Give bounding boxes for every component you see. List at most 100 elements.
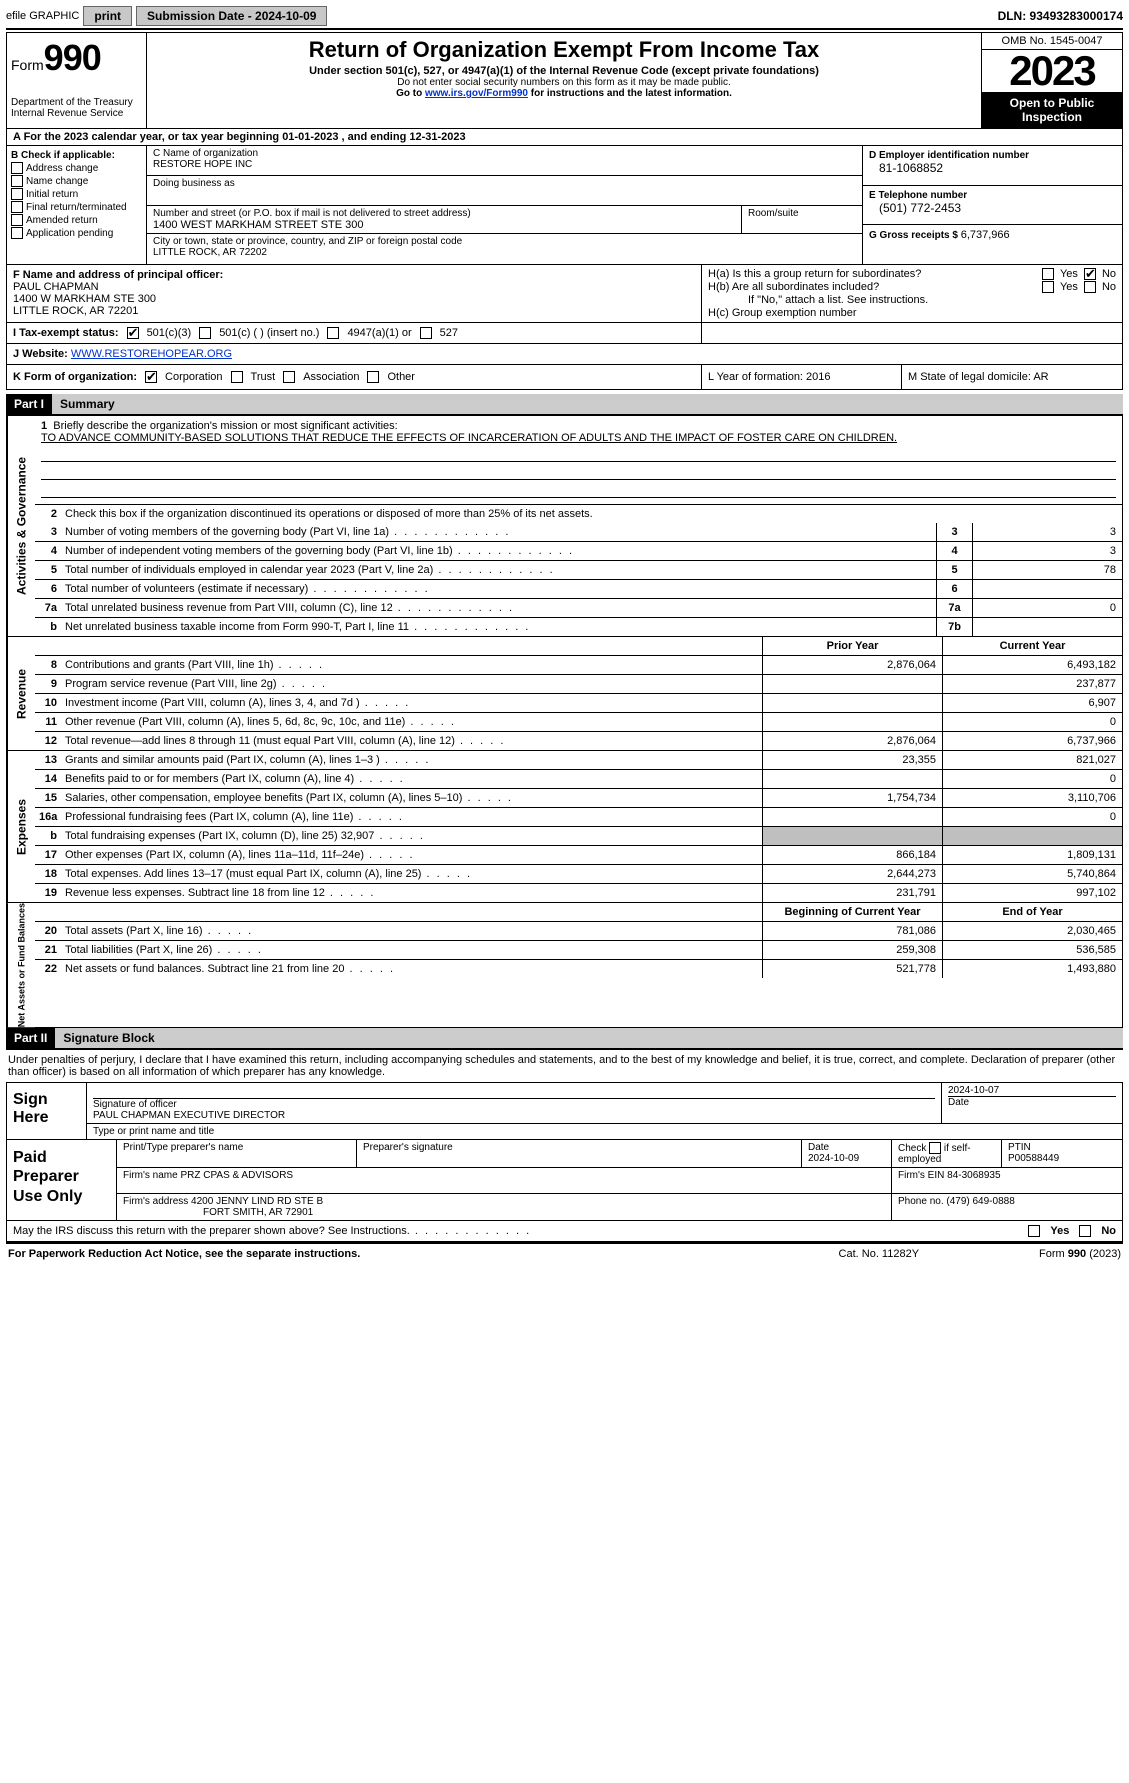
4947-checkbox[interactable] xyxy=(327,327,339,339)
current-value: 5,740,864 xyxy=(942,865,1122,883)
officer-name: PAUL CHAPMAN xyxy=(13,281,695,293)
netassets-line: 20Total assets (Part X, line 16)781,0862… xyxy=(35,922,1122,941)
row-klm: K Form of organization: Corporation Trus… xyxy=(6,365,1123,390)
revenue-vert-label: Revenue xyxy=(7,637,35,750)
sign-date: 2024-10-07 xyxy=(948,1085,1116,1096)
expense-line: 18Total expenses. Add lines 13–17 (must … xyxy=(35,865,1122,884)
website-label: J Website: xyxy=(13,348,71,360)
line-value xyxy=(972,580,1122,598)
corporation-checkbox[interactable] xyxy=(145,371,157,383)
current-value: 997,102 xyxy=(942,884,1122,902)
paperwork-notice: For Paperwork Reduction Act Notice, see … xyxy=(8,1248,839,1260)
paid-preparer-block: Paid Preparer Use Only Print/Type prepar… xyxy=(6,1140,1123,1221)
summary-line: bNet unrelated business taxable income f… xyxy=(35,618,1122,636)
line-desc: Total assets (Part X, line 16) xyxy=(61,922,762,940)
telephone-label: E Telephone number xyxy=(869,190,1116,201)
sign-here-block: Sign Here Signature of officer PAUL CHAP… xyxy=(6,1082,1123,1140)
ha-no-checkbox[interactable] xyxy=(1084,268,1096,280)
netassets-line: 22Net assets or fund balances. Subtract … xyxy=(35,960,1122,978)
part1-header-row: Part I Summary xyxy=(6,394,1123,414)
summary-line: 5Total number of individuals employed in… xyxy=(35,561,1122,580)
part1-label: Part I xyxy=(6,394,52,414)
section-b: B Check if applicable: Address changeNam… xyxy=(7,146,147,264)
expense-line: 14Benefits paid to or for members (Part … xyxy=(35,770,1122,789)
q2-text: Check this box if the organization disco… xyxy=(65,508,593,520)
prior-value: 259,308 xyxy=(762,941,942,959)
current-value: 536,585 xyxy=(942,941,1122,959)
applicable-checkbox[interactable] xyxy=(11,188,23,200)
expense-line: 19Revenue less expenses. Subtract line 1… xyxy=(35,884,1122,902)
hb-label: H(b) Are all subordinates included? xyxy=(708,281,879,293)
applicable-checkbox[interactable] xyxy=(11,227,23,239)
current-value: 6,737,966 xyxy=(942,732,1122,750)
hb-note: If "No," attach a list. See instructions… xyxy=(748,294,928,306)
revenue-line: 11Other revenue (Part VIII, column (A), … xyxy=(35,713,1122,732)
tax-year: 2023 xyxy=(982,50,1122,92)
summary-line: 6Total number of volunteers (estimate if… xyxy=(35,580,1122,599)
paid-preparer-label: Paid Preparer Use Only xyxy=(7,1140,117,1220)
prior-value: 781,086 xyxy=(762,922,942,940)
firm-name: PRZ CPAS & ADVISORS xyxy=(180,1170,293,1181)
current-value: 2,030,465 xyxy=(942,922,1122,940)
line-desc: Total revenue—add lines 8 through 11 (mu… xyxy=(61,732,762,750)
discuss-yes-checkbox[interactable] xyxy=(1028,1225,1040,1237)
firm-ein: 84-3068935 xyxy=(947,1170,1000,1181)
hb-yes-checkbox[interactable] xyxy=(1042,281,1054,293)
line-desc: Total number of volunteers (estimate if … xyxy=(61,580,936,598)
trust-checkbox[interactable] xyxy=(231,371,243,383)
applicable-checkbox[interactable] xyxy=(11,214,23,226)
print-button[interactable]: print xyxy=(83,6,132,26)
line-desc: Net assets or fund balances. Subtract li… xyxy=(61,960,762,978)
checkbox-label: Amended return xyxy=(26,215,98,226)
expenses-section: Expenses 13Grants and similar amounts pa… xyxy=(6,751,1123,903)
checkbox-line: Amended return xyxy=(11,214,142,226)
section-b-label: B Check if applicable: xyxy=(11,150,142,161)
association-checkbox[interactable] xyxy=(283,371,295,383)
prior-value: 2,644,273 xyxy=(762,865,942,883)
line-desc: Salaries, other compensation, employee b… xyxy=(61,789,762,807)
line-desc: Other expenses (Part IX, column (A), lin… xyxy=(61,846,762,864)
ha-yes-checkbox[interactable] xyxy=(1042,268,1054,280)
section-c: C Name of organization RESTORE HOPE INC … xyxy=(147,146,862,264)
other-checkbox[interactable] xyxy=(367,371,379,383)
firm-addr2: FORT SMITH, AR 72901 xyxy=(123,1207,313,1218)
current-value: 821,027 xyxy=(942,751,1122,769)
hb-no-checkbox[interactable] xyxy=(1084,281,1096,293)
summary-line: 3Number of voting members of the governi… xyxy=(35,523,1122,542)
expense-line: 16aProfessional fundraising fees (Part I… xyxy=(35,808,1122,827)
firm-name-label: Firm's name xyxy=(123,1170,180,1181)
line-desc: Contributions and grants (Part VIII, lin… xyxy=(61,656,762,674)
applicable-checkbox[interactable] xyxy=(11,162,23,174)
current-value: 1,809,131 xyxy=(942,846,1122,864)
website-link[interactable]: WWW.RESTOREHOPEAR.ORG xyxy=(71,348,232,360)
current-value: 237,877 xyxy=(942,675,1122,693)
suite-label: Room/suite xyxy=(748,208,856,219)
checkbox-label: Application pending xyxy=(26,228,113,239)
line-box: 5 xyxy=(936,561,972,579)
row-j: J Website: WWW.RESTOREHOPEAR.ORG xyxy=(6,344,1123,365)
line-desc: Number of independent voting members of … xyxy=(61,542,936,560)
self-employed-checkbox[interactable] xyxy=(929,1142,941,1154)
header-mid: Return of Organization Exempt From Incom… xyxy=(147,33,982,128)
applicable-checkbox[interactable] xyxy=(11,175,23,187)
irs-link[interactable]: www.irs.gov/Form990 xyxy=(425,88,528,99)
applicable-checkbox[interactable] xyxy=(11,201,23,213)
line-value xyxy=(972,618,1122,636)
netassets-line: 21Total liabilities (Part X, line 26)259… xyxy=(35,941,1122,960)
prep-date: 2024-10-09 xyxy=(808,1153,885,1164)
discuss-no-checkbox[interactable] xyxy=(1079,1225,1091,1237)
prep-date-label: Date xyxy=(808,1142,885,1153)
page-footer: For Paperwork Reduction Act Notice, see … xyxy=(6,1242,1123,1264)
current-value: 1,493,880 xyxy=(942,960,1122,978)
part2-label: Part II xyxy=(6,1028,55,1048)
501c-checkbox[interactable] xyxy=(199,327,211,339)
form-number: 990 xyxy=(44,37,101,78)
org-name-label: C Name of organization xyxy=(153,148,856,159)
line-desc: Program service revenue (Part VIII, line… xyxy=(61,675,762,693)
current-value: 0 xyxy=(942,808,1122,826)
officer-city: LITTLE ROCK, AR 72201 xyxy=(13,305,695,317)
501c3-checkbox[interactable] xyxy=(127,327,139,339)
527-checkbox[interactable] xyxy=(420,327,432,339)
preparer-sig-label: Preparer's signature xyxy=(357,1140,802,1167)
self-employed-label: Check if self-employed xyxy=(898,1143,971,1165)
